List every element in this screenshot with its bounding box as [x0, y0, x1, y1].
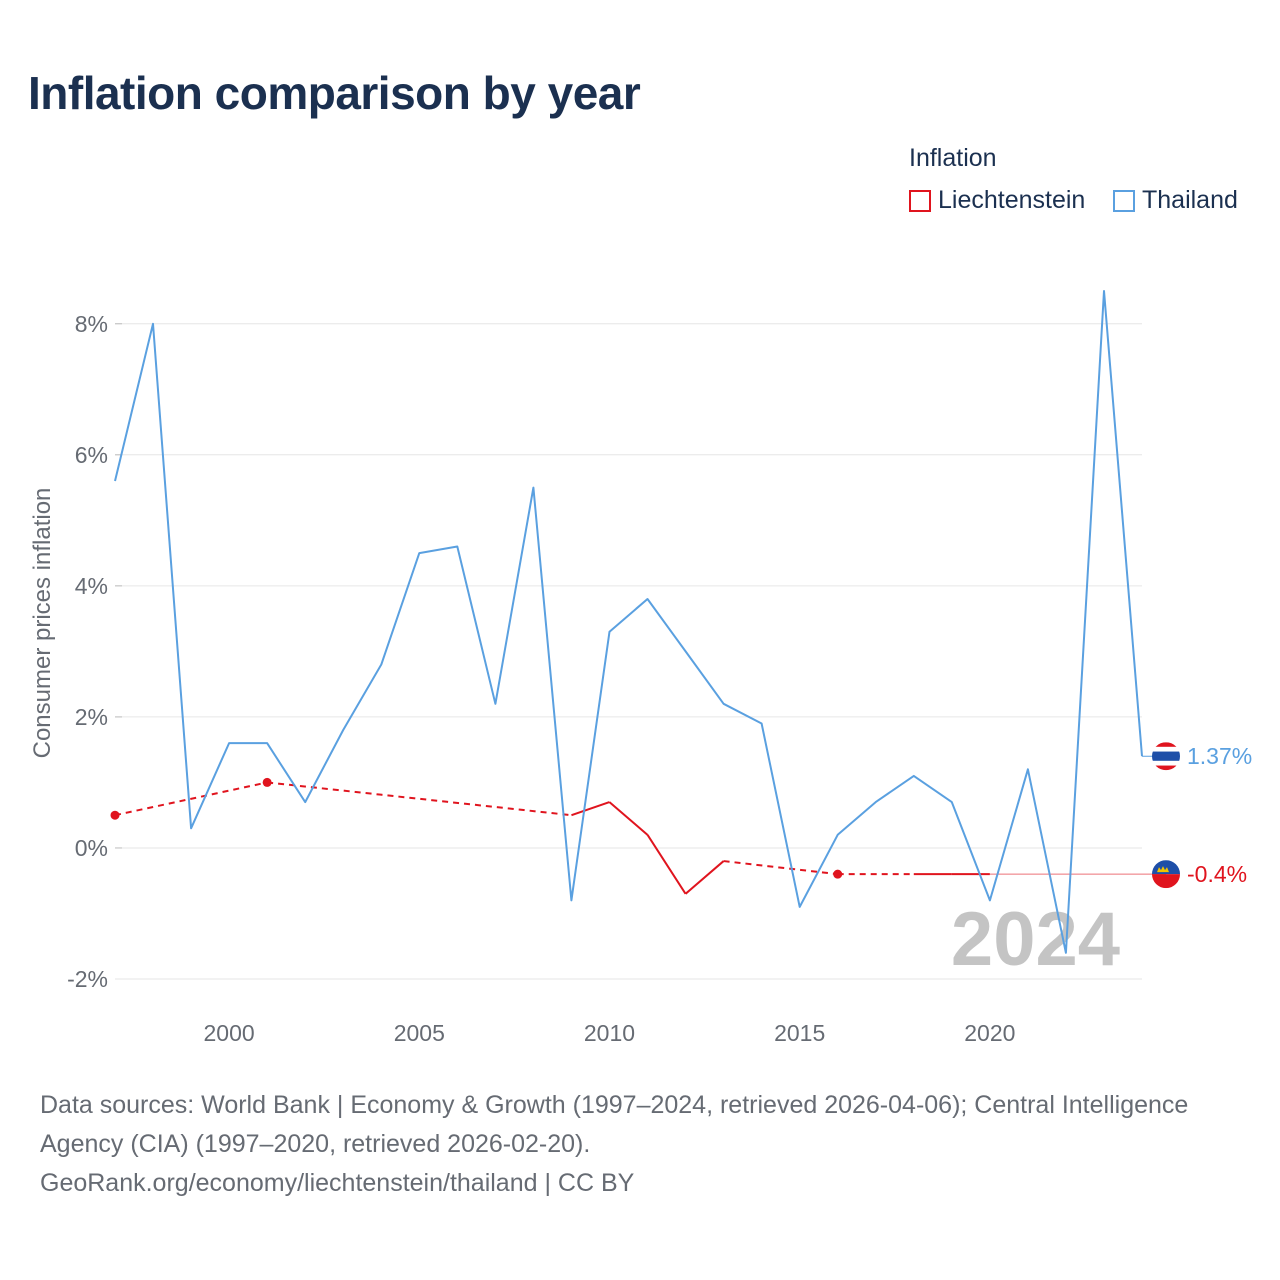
- legend-swatch-liechtenstein: [909, 189, 931, 212]
- series-layer: [110, 290, 1166, 954]
- x-tick-label: 2005: [394, 1020, 445, 1046]
- legend-label-thailand: Thailand: [1142, 186, 1238, 214]
- y-axis-label: Consumer prices inflation: [29, 488, 56, 759]
- x-tick-label: 2010: [584, 1020, 635, 1046]
- end-labels: 1.37% -0.4%: [1152, 742, 1252, 889]
- legend-item-liechtenstein[interactable]: Liechtenstein: [909, 186, 1085, 215]
- y-tick-label: 6%: [75, 442, 108, 468]
- x-tick-label: 2020: [964, 1020, 1015, 1046]
- liechtenstein-line-segment: [571, 801, 610, 817]
- data-sources: Data sources: World Bank | Economy & Gro…: [40, 1091, 1189, 1158]
- y-axis-ticks: -2% 0% 2% 4% 6% 8%: [67, 311, 108, 992]
- liechtenstein-line-segment: [608, 801, 649, 836]
- x-tick-label: 2000: [204, 1020, 255, 1046]
- flag-stripe: [1152, 874, 1180, 889]
- thailand-flag-icon: [1152, 742, 1180, 771]
- thailand-line: [114, 290, 1143, 954]
- flag-stripe: [1152, 746, 1180, 752]
- year-watermark: 2024: [951, 897, 1120, 982]
- thailand-end-label: 1.37%: [1187, 743, 1252, 769]
- y-tick-label: -2%: [67, 966, 108, 992]
- flag-stripe: [1152, 765, 1180, 771]
- legend-title: Inflation: [909, 144, 997, 172]
- y-tick-label: 4%: [75, 573, 108, 599]
- flag-stripe: [1152, 751, 1180, 761]
- x-tick-label: 2015: [774, 1020, 825, 1046]
- liechtenstein-point: [110, 810, 120, 820]
- legend-swatch-thailand: [1113, 189, 1135, 212]
- y-tick-label: 8%: [75, 311, 108, 337]
- liechtenstein-point: [262, 777, 272, 787]
- y-tick-label: 0%: [75, 835, 108, 861]
- liechtenstein-end-label: -0.4%: [1187, 861, 1247, 887]
- grid-lines: [115, 323, 1142, 980]
- chart-title: Inflation comparison by year: [28, 67, 641, 119]
- footer: Data sources: World Bank | Economy & Gro…: [40, 1086, 1250, 1203]
- liechtenstein-line-segment: [723, 860, 838, 876]
- liechtenstein-line-segment: [114, 781, 268, 817]
- credit-link[interactable]: GeoRank.org/economy/liechtenstein/thaila…: [40, 1169, 635, 1197]
- liechtenstein-point: [833, 869, 843, 879]
- liechtenstein-line-segment: [646, 834, 687, 895]
- liechtenstein-flag-icon: [1152, 860, 1180, 889]
- flag-stripe: [1152, 742, 1180, 747]
- flag-stripe: [1152, 760, 1180, 766]
- x-axis-ticks: 2000 2005 2010 2015 2020: [204, 1020, 1016, 1046]
- legend-item-thailand[interactable]: Thailand: [1113, 186, 1238, 215]
- crown-icon: [1157, 866, 1169, 873]
- liechtenstein-line-segment: [267, 781, 572, 817]
- liechtenstein-line-segment: [684, 860, 725, 895]
- y-tick-label: 2%: [75, 704, 108, 730]
- legend-label-liechtenstein: Liechtenstein: [938, 186, 1086, 214]
